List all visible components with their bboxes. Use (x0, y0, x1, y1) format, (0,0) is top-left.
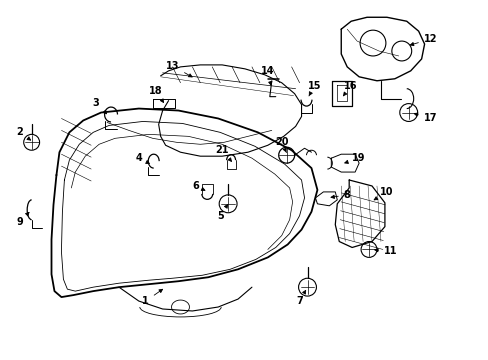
Text: 7: 7 (296, 291, 305, 306)
Text: 2: 2 (16, 127, 31, 140)
Text: 21: 21 (215, 145, 231, 161)
Text: 8: 8 (330, 190, 350, 200)
Text: 14: 14 (261, 66, 274, 85)
Text: 12: 12 (409, 34, 436, 46)
Text: 15: 15 (307, 81, 321, 96)
Text: 6: 6 (192, 181, 204, 191)
Text: 13: 13 (165, 61, 192, 77)
Text: 19: 19 (344, 153, 365, 163)
Text: 4: 4 (135, 153, 149, 163)
Text: 20: 20 (274, 137, 288, 153)
Text: 17: 17 (413, 113, 436, 123)
Text: 5: 5 (216, 204, 227, 221)
Text: 9: 9 (16, 212, 29, 227)
Text: 3: 3 (93, 98, 106, 114)
Text: 16: 16 (343, 81, 357, 96)
Text: 11: 11 (374, 247, 397, 256)
Text: 1: 1 (142, 289, 162, 306)
Text: 18: 18 (148, 86, 163, 103)
Text: 10: 10 (373, 187, 393, 200)
